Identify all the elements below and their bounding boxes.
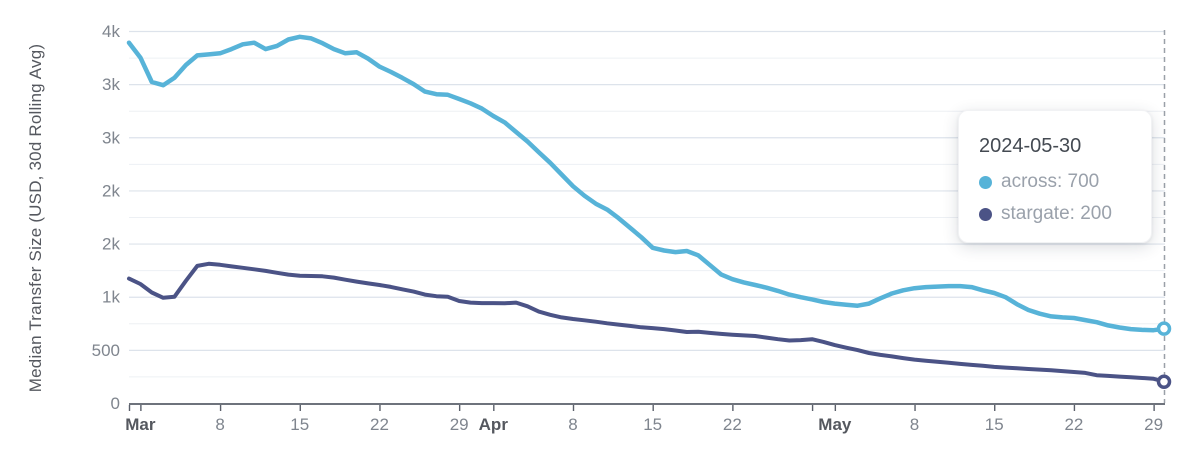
- y-tick-label: 2k: [102, 235, 120, 254]
- tooltip-stargate-value: stargate: 200: [1001, 203, 1112, 224]
- x-tick-label: 15: [643, 415, 662, 434]
- x-tick-label: Mar: [125, 415, 156, 434]
- tooltip-row-across: across: 700: [979, 171, 1133, 193]
- x-tick-label: 22: [723, 415, 742, 434]
- x-tick-label: 22: [1064, 415, 1083, 434]
- cursor-tooltip: 2024-05-30 across: 700 stargate: 200: [958, 110, 1152, 243]
- tooltip-date: 2024-05-30: [979, 135, 1082, 157]
- across-series-dot-icon: [979, 175, 992, 189]
- cursor-point-across: [1156, 321, 1172, 336]
- cursor-point-stargate: [1156, 374, 1172, 389]
- series-line-stargate: [127, 261, 1167, 384]
- y-tick-label: 1k: [102, 288, 120, 307]
- series-line-across: [126, 34, 1168, 333]
- y-tick-label: 500: [92, 341, 120, 360]
- x-tick-label: 15: [985, 415, 1004, 434]
- x-tick-label: 15: [290, 415, 309, 434]
- x-tick-label: 22: [370, 415, 389, 434]
- y-tick-label: 3k: [102, 75, 120, 94]
- y-tick-label: 4k: [102, 22, 120, 41]
- x-tick-label: 8: [910, 415, 919, 434]
- x-tick-label: Apr: [479, 415, 509, 434]
- x-tick-label: 8: [568, 415, 577, 434]
- x-tick-label: 29: [450, 415, 469, 434]
- x-tick-label: May: [818, 415, 852, 434]
- y-tick-label: 0: [111, 394, 120, 413]
- x-tick-label: 8: [215, 415, 224, 434]
- x-tick-label: 29: [1144, 415, 1163, 434]
- stargate-series-dot-icon: [979, 207, 992, 221]
- tooltip-row-stargate: stargate: 200: [979, 203, 1133, 225]
- y-tick-label: 3k: [102, 128, 120, 147]
- tooltip-across-value: across: 700: [1001, 171, 1100, 192]
- y-tick-label: 2k: [102, 181, 120, 200]
